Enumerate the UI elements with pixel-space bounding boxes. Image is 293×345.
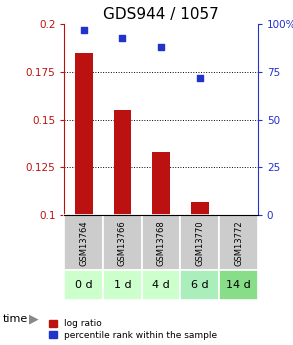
Bar: [142, 270, 180, 300]
Text: 4 d: 4 d: [152, 280, 170, 290]
Bar: [180, 270, 219, 300]
Bar: [75, 53, 93, 215]
Bar: [64, 215, 103, 270]
Bar: [219, 270, 258, 300]
Point: [120, 35, 125, 40]
Text: 1 d: 1 d: [114, 280, 131, 290]
Bar: [191, 202, 209, 215]
Text: GSM13768: GSM13768: [157, 220, 166, 266]
Text: GSM13772: GSM13772: [234, 220, 243, 266]
Text: GSM13766: GSM13766: [118, 220, 127, 266]
Point: [81, 27, 86, 33]
Text: GSM13770: GSM13770: [195, 220, 204, 266]
Text: 14 d: 14 d: [226, 280, 251, 290]
Text: 6 d: 6 d: [191, 280, 209, 290]
Text: 0 d: 0 d: [75, 280, 93, 290]
Title: GDS944 / 1057: GDS944 / 1057: [103, 7, 219, 22]
Legend: log ratio, percentile rank within the sample: log ratio, percentile rank within the sa…: [48, 318, 218, 341]
Bar: [64, 270, 103, 300]
Bar: [152, 152, 170, 215]
Bar: [219, 215, 258, 270]
Bar: [142, 215, 180, 270]
Bar: [180, 215, 219, 270]
Point: [159, 44, 163, 50]
Text: time: time: [3, 314, 28, 324]
Point: [197, 75, 202, 80]
Text: GSM13764: GSM13764: [79, 220, 88, 266]
Bar: [103, 270, 142, 300]
Text: ▶: ▶: [29, 313, 39, 326]
Bar: [114, 110, 131, 215]
Bar: [103, 215, 142, 270]
